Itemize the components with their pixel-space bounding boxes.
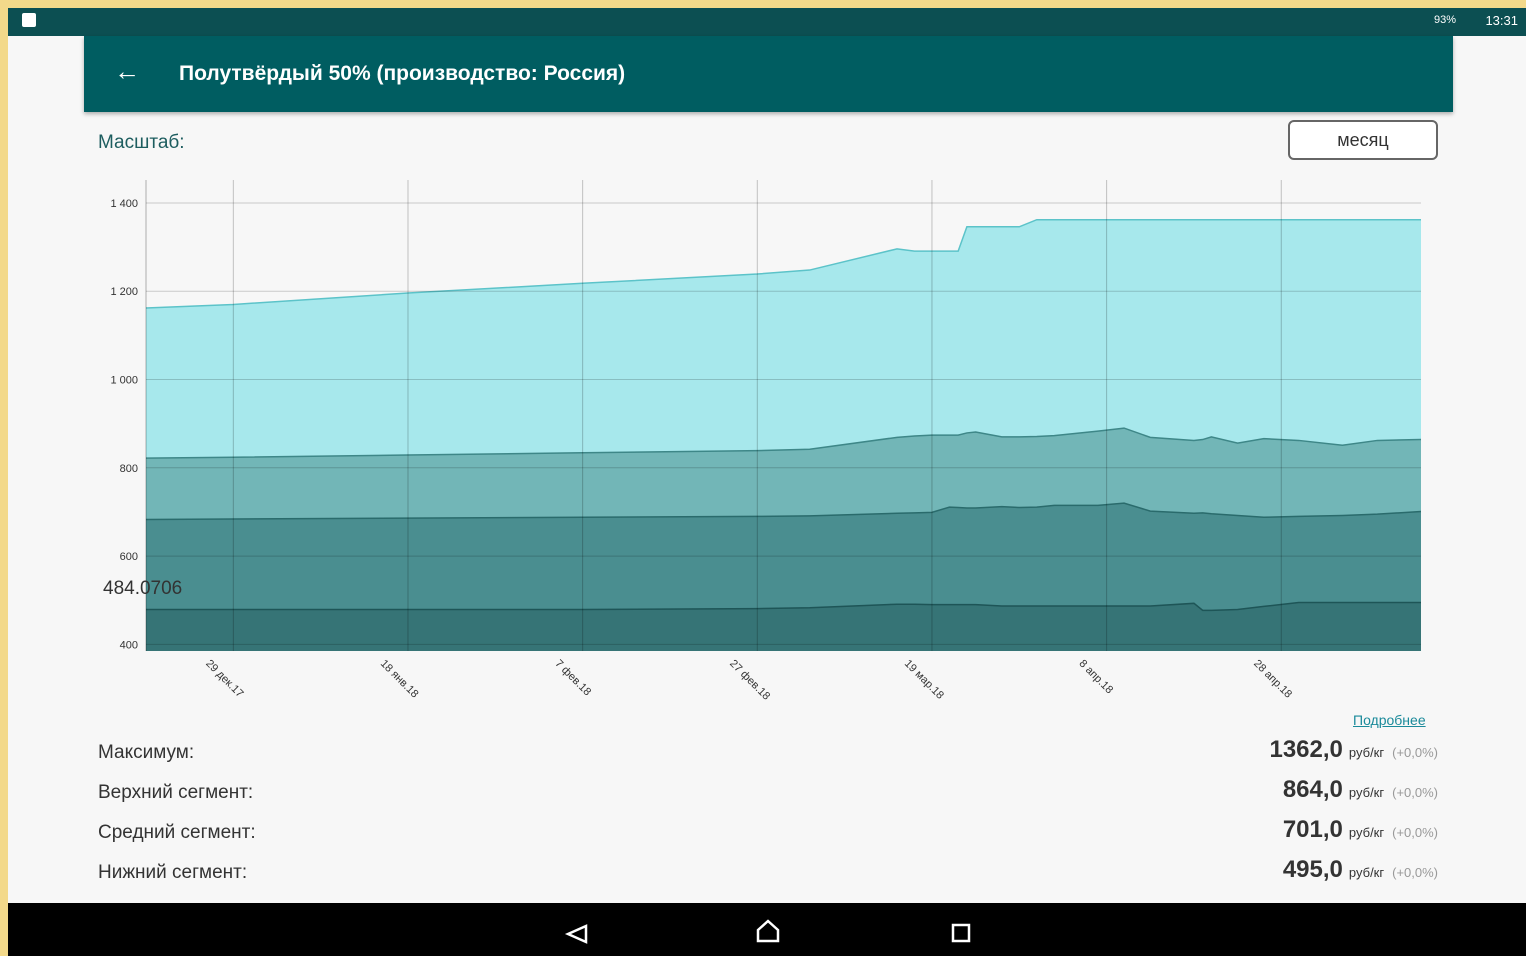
stat-label: Средний сегмент: [98,822,256,843]
stat-value-group: 701,0 руб/кг (+0,0%) [1283,816,1438,844]
y-tick-label: 1 200 [110,286,138,298]
stat-value: 864,0 [1282,776,1343,803]
nav-recent[interactable] [951,923,971,943]
series-line [145,218,1421,309]
annotation: 484.0706 [103,578,182,599]
x-tick-label: 28 апр.18 [1251,658,1294,701]
stat-value-group: 1362,0 руб/кг (+0,0%) [1269,736,1438,764]
series-line [145,427,1422,459]
x-tick-label: 29 дек.17 [203,658,245,700]
app-bar: ← Полутвёрдый 50% (производство: Россия) [84,36,1453,112]
stat-unit: руб/кг [1348,785,1385,800]
stat-row: Максимум: 1362,0 руб/кг (+0,0%) [98,736,1438,772]
stat-change: (+0,0%) [1392,745,1438,760]
stat-label: Максимум: [98,742,195,763]
nav-home[interactable] [756,919,780,943]
battery: 93% [1433,14,1456,26]
status-bar: 93% 13:31 [8,8,1526,36]
x-tick-label: 8 апр.18 [1076,658,1115,697]
stat-label: Нижний сегмент: [98,862,248,883]
stat-row: Верхний сегмент: 864,0 руб/кг (+0,0%) [98,776,1438,812]
stat-change: (+0,0%) [1392,785,1438,800]
y-tick-label: 1 400 [110,198,138,210]
y-tick-label: 1 000 [110,375,138,387]
details-link[interactable]: Подробнее [1353,712,1426,728]
scale-button[interactable]: месяц [1288,120,1438,160]
x-tick-label: 19 мар.18 [902,658,946,702]
series-area [146,602,1421,651]
x-tick-label: 27 фев.18 [727,658,772,703]
stat-value-group: 864,0 руб/кг (+0,0%) [1283,776,1438,804]
nav-back[interactable] [564,924,588,944]
series-line [145,502,1422,521]
stat-unit: руб/кг [1348,865,1385,880]
notification-icon [22,13,36,27]
chart: 400 600 800 1 000 1 200 1 400 29 дек.17 18 янв.… [103,180,1422,703]
series-line [146,601,1421,612]
scale-label: Масштаб: [98,132,185,153]
stat-row: Нижний сегмент: 495,0 руб/кг (+0,0%) [98,856,1438,892]
stat-value-group: 495,0 руб/кг (+0,0%) [1283,856,1438,884]
nav-bar [8,903,1526,956]
clock: 13:31 [1485,13,1518,28]
stat-unit: руб/кг [1348,825,1385,840]
y-tick-label: 800 [120,463,138,475]
stat-row: Средний сегмент: 701,0 руб/кг (+0,0%) [98,816,1438,852]
stat-value: 495,0 [1282,856,1343,883]
stat-change: (+0,0%) [1392,865,1438,880]
stat-label: Верхний сегмент: [98,782,254,803]
stat-value: 701,0 [1282,816,1343,843]
back-button[interactable]: ← [114,56,140,86]
screen-title: Полутвёрдый 50% (производство: Россия) [179,62,626,85]
stat-change: (+0,0%) [1392,825,1438,840]
x-tick-label: 7 фев.18 [553,658,594,699]
nav-icons [564,919,971,944]
screen: 93% 13:31 ← Полутвёрдый 50% (производств… [8,8,1526,956]
stat-unit: руб/кг [1348,745,1385,760]
x-tick-label: 18 янв.18 [378,658,421,701]
y-tick-label: 400 [120,639,138,651]
stat-value: 1362,0 [1269,736,1343,763]
y-tick-label: 600 [120,551,138,563]
